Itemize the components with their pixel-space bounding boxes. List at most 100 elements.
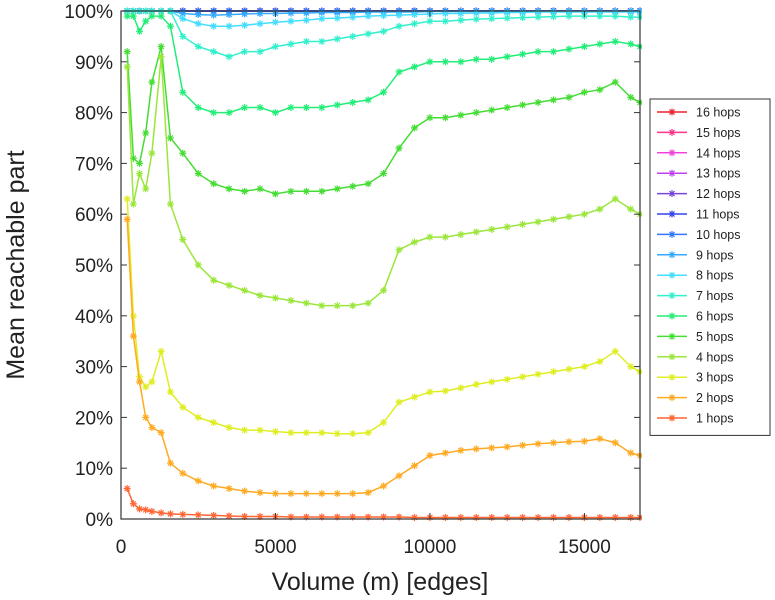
- data-point: [627, 93, 635, 101]
- data-point: [426, 58, 434, 66]
- data-point: [333, 35, 341, 43]
- data-point: [225, 11, 233, 19]
- data-point: [318, 302, 326, 310]
- data-point: [472, 228, 480, 236]
- data-point: [410, 20, 418, 28]
- data-point: [580, 437, 588, 445]
- y-tick-label: 20%: [75, 408, 113, 429]
- data-point: [241, 426, 249, 434]
- data-point: [441, 387, 449, 395]
- data-point: [380, 27, 388, 35]
- data-point: [136, 378, 144, 386]
- data-point: [457, 58, 465, 66]
- data-point: [210, 511, 218, 519]
- data-point: [287, 9, 295, 17]
- data-point: [148, 507, 156, 515]
- data-point: [627, 40, 635, 48]
- data-point: [241, 21, 249, 29]
- legend-label: 15 hops: [696, 126, 740, 140]
- data-point: [441, 513, 449, 521]
- data-point: [129, 312, 137, 320]
- data-point: [129, 500, 137, 508]
- data-point: [410, 513, 418, 521]
- data-point: [302, 299, 310, 307]
- data-point: [225, 281, 233, 289]
- data-point: [395, 68, 403, 76]
- data-point: [194, 477, 202, 485]
- data-point: [519, 220, 527, 228]
- data-point: [441, 58, 449, 66]
- legend-item: 10 hops: [657, 228, 740, 242]
- data-point: [241, 187, 249, 195]
- legend-swatch-marker: [668, 312, 676, 320]
- data-point: [611, 195, 619, 203]
- legend-label: 7 hops: [696, 289, 734, 303]
- data-point: [380, 286, 388, 294]
- legend-swatch-marker: [668, 108, 676, 116]
- data-point: [550, 48, 557, 56]
- data-point: [550, 513, 557, 521]
- data-point: [287, 187, 295, 195]
- data-point: [457, 10, 465, 18]
- data-point: [318, 104, 326, 112]
- data-point: [441, 114, 449, 122]
- legend-label: 2 hops: [696, 391, 734, 405]
- data-point: [627, 8, 635, 16]
- data-point: [179, 88, 187, 96]
- plot-area: [121, 11, 640, 519]
- legend-item: 14 hops: [657, 146, 740, 160]
- x-tick-label: 15000: [558, 537, 611, 558]
- data-point: [503, 223, 511, 231]
- data-point: [318, 37, 326, 45]
- data-point: [395, 144, 403, 152]
- data-point: [627, 449, 635, 457]
- series-6-hops: [123, 12, 642, 117]
- legend-item: 7 hops: [657, 289, 734, 303]
- data-point: [503, 375, 511, 383]
- data-point: [519, 50, 527, 58]
- data-point: [441, 233, 449, 241]
- data-point: [148, 424, 156, 432]
- data-point: [241, 104, 249, 112]
- legend-swatch-marker: [668, 169, 676, 177]
- data-point: [157, 347, 165, 355]
- data-point: [380, 12, 388, 20]
- data-point: [210, 180, 218, 188]
- data-point: [142, 17, 150, 25]
- data-point: [179, 149, 187, 157]
- data-point: [271, 109, 279, 117]
- data-point: [596, 205, 604, 213]
- data-point: [565, 365, 573, 373]
- data-point: [194, 170, 202, 178]
- data-point: [565, 513, 573, 521]
- data-point: [349, 98, 357, 106]
- y-axis-title: Mean reachable part: [2, 150, 30, 379]
- data-point: [148, 12, 156, 20]
- x-axis-title: Volume (m) [edges]: [272, 568, 489, 596]
- data-point: [503, 513, 511, 521]
- data-point: [210, 48, 218, 56]
- data-point: [472, 55, 480, 63]
- legend-swatch-marker: [668, 292, 676, 300]
- data-point: [157, 509, 165, 517]
- data-point: [580, 363, 588, 371]
- series-3-hops: [123, 195, 642, 438]
- data-point: [596, 513, 604, 521]
- data-point: [256, 426, 264, 434]
- data-point: [395, 398, 403, 406]
- data-point: [472, 445, 480, 453]
- data-point: [457, 446, 465, 454]
- data-point: [596, 435, 604, 443]
- data-point: [503, 443, 511, 451]
- data-point: [349, 430, 357, 438]
- data-point: [302, 9, 310, 17]
- x-tick-label: 0: [116, 537, 127, 558]
- legend-item: 4 hops: [657, 350, 734, 364]
- data-point: [318, 429, 326, 437]
- legend-label: 1 hops: [696, 412, 734, 426]
- legend-item: 15 hops: [657, 126, 740, 140]
- legend-swatch-marker: [668, 190, 676, 198]
- data-point: [302, 104, 310, 112]
- data-point: [194, 104, 202, 112]
